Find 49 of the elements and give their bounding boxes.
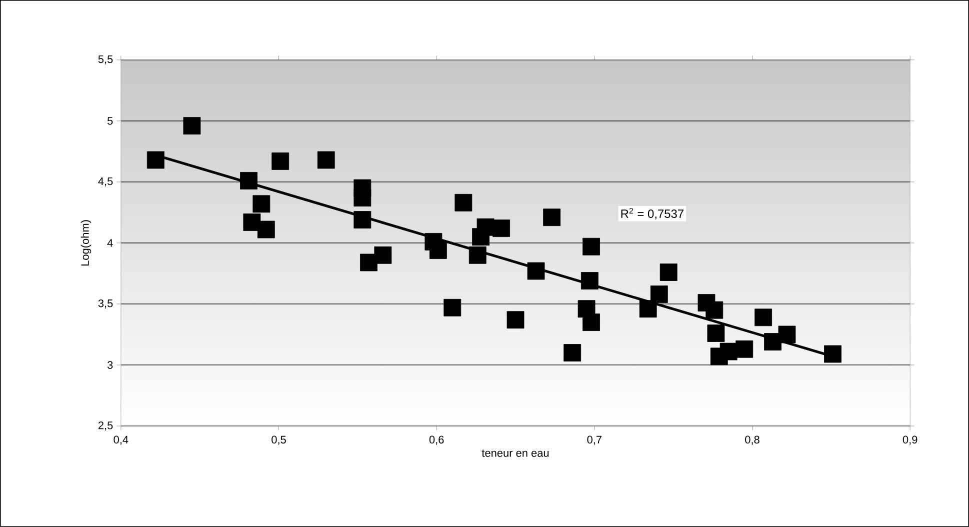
- point: [354, 211, 372, 229]
- point: [374, 246, 392, 264]
- point: [146, 151, 164, 169]
- point: [240, 172, 258, 190]
- point: [506, 311, 524, 329]
- point: [272, 152, 290, 170]
- point: [252, 195, 270, 213]
- point: [660, 264, 678, 281]
- x-tick-label: 0,6: [429, 436, 444, 445]
- point: [736, 340, 754, 358]
- point: [580, 272, 598, 290]
- point: [754, 308, 772, 326]
- point: [707, 324, 725, 342]
- point: [468, 246, 486, 264]
- point: [639, 300, 657, 318]
- point: [257, 220, 275, 238]
- point: [824, 345, 842, 363]
- y-tick-label: 4: [107, 239, 113, 247]
- x-tick-label: 0,9: [902, 436, 918, 445]
- y-tick-label: 3,5: [98, 299, 113, 309]
- point: [650, 286, 668, 303]
- x-tick-label: 0,4: [114, 436, 128, 445]
- x-tick-label: 0,5: [272, 436, 286, 445]
- point: [317, 151, 335, 169]
- point: [582, 238, 600, 256]
- point: [582, 314, 600, 332]
- y-tick-label: 2,5: [98, 422, 113, 431]
- x-tick-label: 0,7: [587, 436, 602, 445]
- point: [564, 344, 582, 362]
- point: [354, 189, 372, 207]
- point: [183, 117, 201, 135]
- point: [429, 242, 447, 260]
- point: [706, 301, 724, 319]
- point: [476, 218, 494, 236]
- y-tick-label: 5,5: [98, 55, 113, 64]
- point: [543, 208, 561, 226]
- y-tick-label: 5: [107, 117, 113, 125]
- y-tick-label: 3: [107, 361, 113, 369]
- y-axis-title: Log(ohm): [80, 220, 92, 266]
- annotation: R$^{2}$ = 0,7537: [621, 208, 684, 220]
- y-tick-label: 4,5: [98, 178, 113, 186]
- x-tick-label: 0,8: [745, 436, 760, 445]
- point: [527, 262, 545, 280]
- point: [454, 194, 472, 212]
- point: [720, 342, 738, 360]
- point: [444, 298, 462, 316]
- point: [492, 220, 510, 238]
- x-axis-title: teneur en eau: [482, 450, 549, 457]
- point: [778, 326, 796, 344]
